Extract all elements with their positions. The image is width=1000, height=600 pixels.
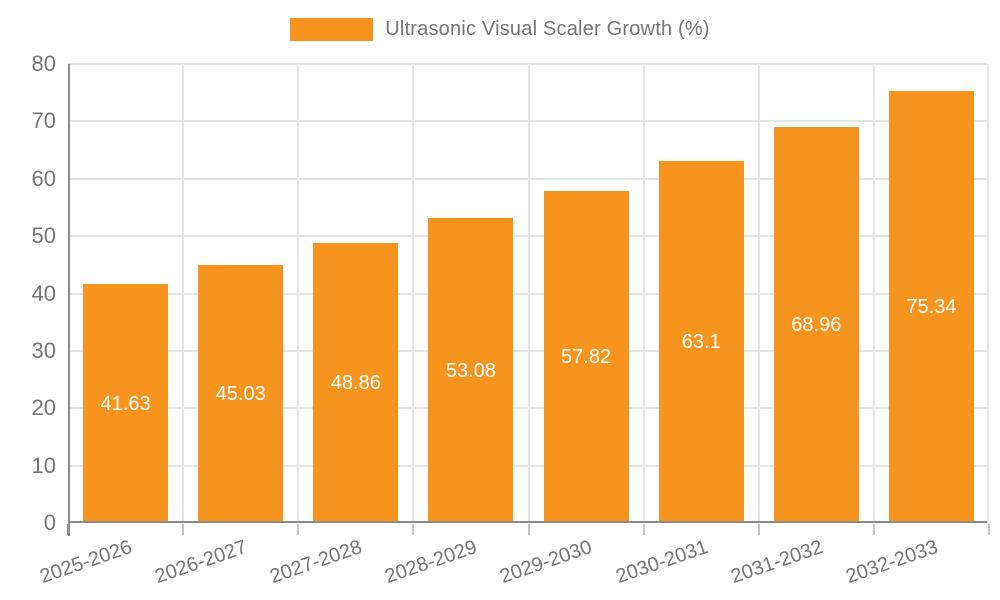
bar-value-label: 75.34 [906, 295, 957, 318]
bar-2026-2027: 45.03 [198, 264, 284, 523]
y-axis-tick-label: 40 [31, 280, 56, 306]
x-axis-tick-mark [872, 524, 875, 535]
y-axis-line [68, 64, 70, 536]
x-axis-tick-mark [642, 524, 645, 535]
vertical-gridline [642, 64, 645, 523]
bar-value-label: 63.1 [681, 330, 721, 353]
bar-value-label: 68.96 [791, 314, 842, 337]
bar-2030-2031: 63.1 [658, 160, 744, 523]
bar-2027-2028: 48.86 [313, 242, 399, 523]
y-axis-tick-label: 0 [43, 510, 56, 535]
bar-value-label: 48.86 [330, 371, 381, 394]
bar-value-label: 57.82 [561, 346, 612, 369]
x-axis-tick-mark [527, 524, 530, 535]
x-axis-tick-mark [988, 524, 990, 535]
vertical-gridline [527, 64, 530, 523]
x-axis-tick-label: 2030-2031 [612, 536, 711, 588]
x-axis-tick-label: 2028-2029 [382, 536, 481, 588]
bar-value-label: 41.63 [100, 392, 151, 415]
bar-2031-2032: 68.96 [773, 127, 859, 523]
bar-value-label: 45.03 [215, 382, 266, 405]
bar-2029-2030: 57.82 [543, 191, 629, 523]
y-axis-tick-label: 50 [31, 223, 56, 249]
x-axis-tick-label: 2025-2026 [37, 536, 135, 588]
bar-2028-2029: 53.08 [428, 218, 514, 523]
y-axis-tick-label: 30 [31, 337, 56, 363]
vertical-gridline [872, 64, 875, 523]
vertical-gridline [757, 64, 760, 523]
x-axis-line [68, 521, 987, 523]
x-axis-tick-label: 2029-2030 [497, 536, 596, 588]
legend: Ultrasonic Visual Scaler Growth (%) [0, 0, 1000, 58]
y-axis-tick-label: 80 [31, 51, 56, 76]
bar-2032-2033: 75.34 [888, 90, 974, 523]
vertical-gridline [412, 64, 415, 523]
x-axis-tick-label: 2026-2027 [152, 536, 250, 588]
x-axis-tick-mark [182, 524, 185, 535]
plot-area: 41.63 45.03 48.86 53.08 57.82 63.1 68.96 75.34 [68, 63, 989, 536]
y-axis-tick-label: 60 [31, 165, 56, 191]
bar-2025-2026: 41.63 [83, 284, 169, 523]
x-axis-tick-label: 2032-2033 [842, 536, 941, 588]
x-axis-tick-label: 2031-2032 [727, 536, 826, 588]
x-axis-tick-mark [757, 524, 760, 535]
vertical-gridline [182, 64, 185, 523]
y-axis-tick-label: 20 [31, 395, 56, 421]
vertical-gridline [297, 64, 300, 523]
legend-color-swatch [290, 17, 374, 41]
x-axis-tick-mark [297, 524, 300, 535]
bar-value-label: 53.08 [445, 359, 496, 382]
x-axis-tick-mark [412, 524, 415, 535]
y-axis-tick-label: 70 [31, 108, 56, 134]
y-axis-tick-label: 10 [31, 452, 56, 478]
legend-series-label: Ultrasonic Visual Scaler Growth (%) [385, 17, 710, 40]
x-axis-tick-label: 2027-2028 [267, 536, 365, 588]
